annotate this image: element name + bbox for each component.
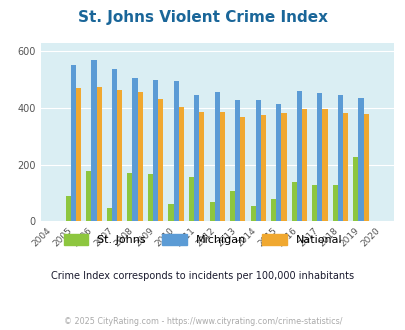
- Bar: [317, 93, 322, 221]
- Bar: [137, 92, 143, 221]
- Text: St. Johns Violent Crime Index: St. Johns Violent Crime Index: [78, 10, 327, 25]
- Bar: [214, 91, 219, 221]
- Bar: [234, 100, 240, 221]
- Bar: [230, 191, 234, 221]
- Bar: [362, 114, 368, 221]
- Bar: [291, 182, 296, 221]
- Bar: [219, 112, 224, 221]
- Bar: [153, 80, 158, 221]
- Bar: [147, 174, 153, 221]
- Bar: [358, 98, 362, 221]
- Bar: [86, 171, 91, 221]
- Bar: [255, 100, 260, 221]
- Bar: [311, 185, 317, 221]
- Bar: [173, 81, 178, 221]
- Bar: [178, 107, 183, 221]
- Text: © 2025 CityRating.com - https://www.cityrating.com/crime-statistics/: © 2025 CityRating.com - https://www.city…: [64, 317, 341, 326]
- Bar: [158, 99, 163, 221]
- Bar: [66, 196, 71, 221]
- Bar: [275, 104, 281, 221]
- Bar: [117, 89, 122, 221]
- Text: Crime Index corresponds to incidents per 100,000 inhabitants: Crime Index corresponds to incidents per…: [51, 271, 354, 280]
- Bar: [107, 208, 112, 221]
- Bar: [322, 109, 327, 221]
- Bar: [194, 95, 199, 221]
- Bar: [209, 202, 214, 221]
- Legend: St. Johns, Michigan, National: St. Johns, Michigan, National: [59, 229, 346, 249]
- Bar: [127, 173, 132, 221]
- Bar: [71, 65, 76, 221]
- Bar: [132, 78, 137, 221]
- Bar: [250, 206, 255, 221]
- Bar: [332, 185, 337, 221]
- Bar: [76, 88, 81, 221]
- Bar: [337, 95, 342, 221]
- Bar: [352, 157, 358, 221]
- Bar: [260, 115, 265, 221]
- Bar: [281, 113, 286, 221]
- Bar: [342, 113, 347, 221]
- Bar: [240, 117, 245, 221]
- Bar: [112, 69, 117, 221]
- Bar: [271, 199, 275, 221]
- Bar: [301, 109, 306, 221]
- Bar: [91, 60, 96, 221]
- Bar: [168, 204, 173, 221]
- Bar: [188, 177, 194, 221]
- Bar: [199, 112, 204, 221]
- Bar: [96, 87, 101, 221]
- Bar: [296, 91, 301, 221]
